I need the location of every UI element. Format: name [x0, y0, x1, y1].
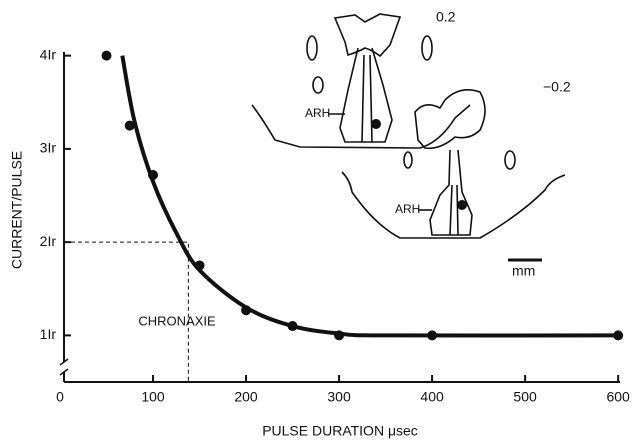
x-tick-label: 600 [606, 389, 630, 405]
inset-diagram [251, 13, 566, 262]
fit-curve [120, 55, 619, 338]
axis-break [59, 358, 69, 376]
y-tick-label: 1Ir [40, 326, 57, 342]
y-axis-label: CURRENT/PULSE [9, 151, 25, 269]
y-tick-label: 4Ir [40, 46, 57, 62]
x-tick-label: 400 [420, 389, 444, 405]
inset-label: mm [512, 263, 535, 279]
y-tick-label: 2Ir [40, 233, 57, 249]
inset-label: ARH [305, 106, 330, 120]
x-tick-label: 100 [141, 389, 165, 405]
x-tick-label: 500 [513, 389, 537, 405]
chronaxie-line [64, 241, 189, 382]
x-tick-label: 300 [327, 389, 351, 405]
inset-label: 0.2 [436, 9, 456, 25]
x-axis-label: PULSE DURATION μsec [262, 423, 418, 439]
annotation: CHRONAXIE [138, 314, 216, 329]
x-tick-label: 200 [234, 389, 258, 405]
data-point [101, 50, 112, 61]
x-tick-label: 0 [56, 389, 64, 405]
data-point [124, 120, 135, 131]
inset-label: −0.2 [543, 79, 571, 95]
y-tick-label: 3Ir [40, 140, 57, 156]
inset-label: ARH [395, 202, 420, 216]
